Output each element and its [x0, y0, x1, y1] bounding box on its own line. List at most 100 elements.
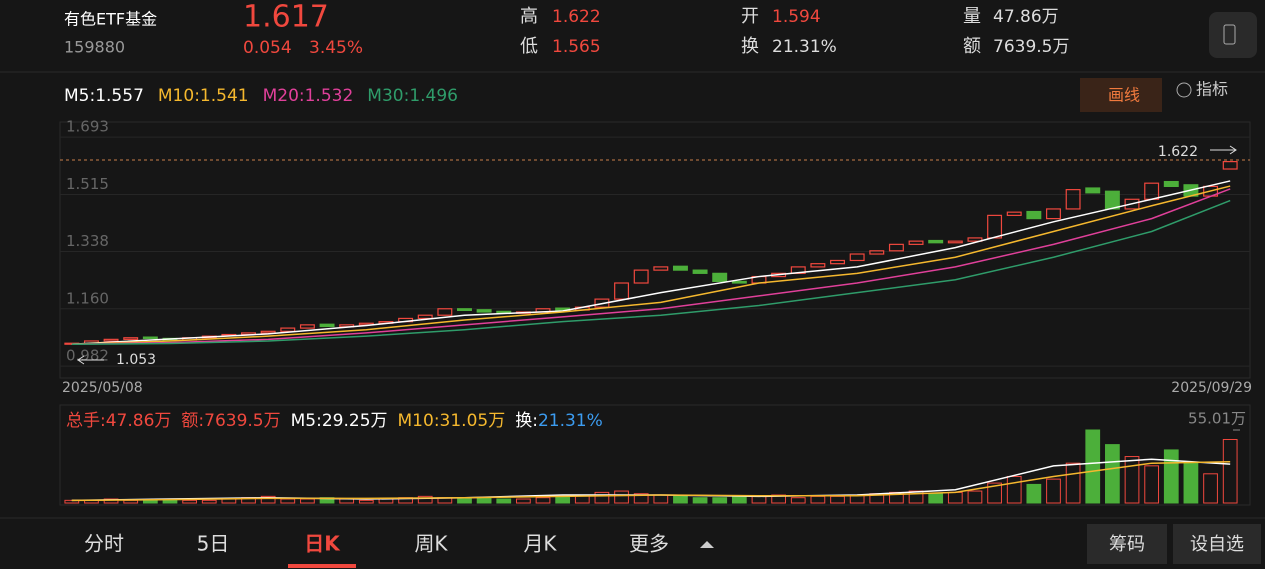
device-icon [1223, 24, 1236, 45]
chip-button[interactable] [1087, 524, 1167, 564]
volume-bar [476, 497, 492, 504]
draw-button[interactable] [1080, 78, 1162, 112]
candle [908, 240, 924, 245]
value: 1.565 [552, 37, 601, 57]
x-end-label: 2025/09/29 [1171, 380, 1252, 396]
volume-bar [1046, 478, 1061, 504]
candle [280, 327, 296, 332]
candle [103, 338, 119, 342]
volume-bar [1085, 429, 1101, 504]
tab[interactable]: 日K [304, 532, 341, 556]
candle [260, 330, 276, 334]
label: 开 [741, 6, 759, 27]
volume-legend: 总手:47.86万 [66, 411, 171, 431]
volume-legend: M10:31.05万 [398, 411, 506, 431]
tab[interactable]: 更多 [629, 532, 669, 556]
max-label: 1.622 [1158, 144, 1198, 160]
value: 1.594 [772, 7, 821, 27]
stock-code: 159880 [64, 38, 125, 57]
volume-legend: 额:7639.5万 [181, 411, 280, 431]
legend-item: M30:1.496 [367, 86, 458, 106]
volume-bar [1026, 483, 1042, 504]
volume-bar [673, 495, 688, 504]
x-start-label: 2025/05/08 [62, 380, 143, 396]
candle [692, 269, 708, 274]
candle [830, 259, 845, 265]
tab[interactable]: 周K [414, 532, 448, 556]
indicator-icon [1176, 82, 1192, 98]
label: 高 [520, 6, 538, 27]
volume-frame [59, 404, 1251, 506]
tab[interactable]: 月K [523, 532, 557, 556]
volume-bar [928, 493, 944, 504]
volume-bar [967, 490, 983, 504]
ma-line [71, 188, 1231, 345]
legend-item: M5:1.557 [64, 86, 144, 106]
candle [417, 314, 433, 320]
arrow [77, 355, 104, 365]
volume-bar [1222, 438, 1238, 504]
button-label: 筹码 [1109, 534, 1145, 555]
candle [731, 280, 747, 284]
watch-button[interactable] [1173, 524, 1261, 564]
candle [437, 308, 453, 316]
volume-bar [1203, 473, 1218, 504]
candle [1046, 208, 1061, 220]
volume-bar [790, 497, 806, 504]
label: 低 [520, 36, 538, 57]
candle [810, 263, 826, 268]
volume-bar [908, 490, 924, 504]
arrow [1210, 145, 1237, 155]
volume-bar [496, 498, 512, 504]
candle [888, 243, 904, 252]
candle [1065, 189, 1081, 210]
change-pct: 3.45% [309, 38, 363, 58]
candle [869, 250, 885, 255]
candle [496, 310, 512, 314]
value: 7639.5万 [993, 37, 1069, 57]
indicator-label[interactable]: 指标 [1196, 80, 1228, 99]
candle [849, 253, 865, 262]
volume-bar [142, 499, 158, 504]
value: 1.622 [552, 7, 601, 27]
candle [614, 282, 630, 300]
volume-bar [1006, 475, 1022, 504]
candle [712, 272, 728, 282]
volume-bar [535, 497, 551, 504]
value: 21.31% [772, 37, 837, 57]
volume-legend: M5:29.25万 [291, 411, 388, 431]
volume-bar [1163, 449, 1179, 504]
candle [947, 240, 963, 244]
label: 额 [963, 36, 981, 57]
volume-bar [692, 497, 708, 504]
candle [1085, 187, 1101, 194]
candle [476, 309, 492, 313]
volume-bar [712, 497, 728, 504]
legend-item: M10:1.541 [158, 86, 249, 106]
tab[interactable]: 分时 [84, 532, 124, 556]
volume-bar [201, 499, 217, 504]
candle [1026, 210, 1042, 220]
candle [653, 266, 669, 271]
y-tick-label: 0.982 [66, 347, 109, 365]
tab[interactable]: 5日 [197, 532, 230, 556]
candle [672, 265, 688, 271]
volume-bar [1183, 462, 1199, 504]
y-tick-label: 1.515 [66, 175, 109, 193]
change: 0.054 [243, 38, 292, 58]
volume-bar [516, 498, 531, 504]
volume-bar [594, 491, 610, 504]
volume-bar [731, 495, 747, 504]
volume-bar [457, 498, 472, 504]
stock-name: 有色ETF基金 [64, 10, 157, 29]
y-tick-label: 1.338 [66, 232, 109, 250]
device-button[interactable] [1209, 12, 1257, 58]
volume-bar [987, 482, 1002, 504]
volume-bar [103, 498, 119, 504]
volume-bar [614, 490, 629, 504]
volume-bar [1124, 456, 1140, 504]
volume-bar [358, 499, 374, 504]
ma-line [71, 461, 1231, 502]
legend-item: M20:1.532 [263, 86, 354, 106]
